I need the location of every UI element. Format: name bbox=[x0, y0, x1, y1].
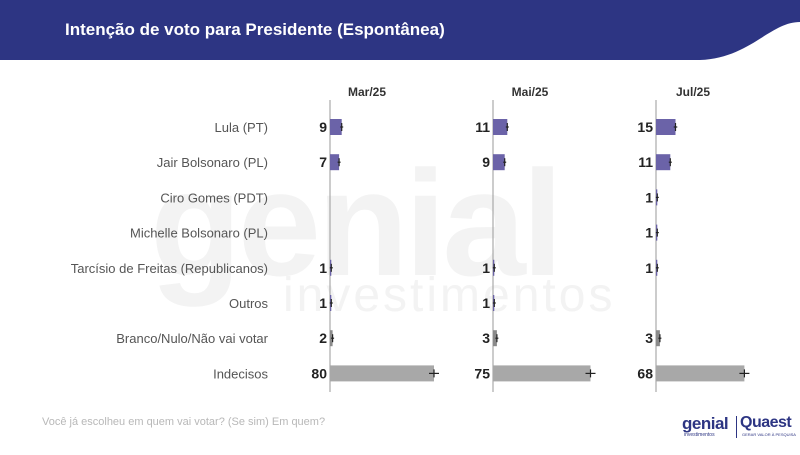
category-label-michelle-bolsonaro-pl: Michelle Bolsonaro (PL) bbox=[130, 226, 268, 241]
genial-logo: genial bbox=[682, 414, 729, 433]
category-label-tarcisio-de-freitas-republicanos: Tarcísio de Freitas (Republicanos) bbox=[71, 261, 268, 276]
logo-separator bbox=[736, 416, 737, 438]
value-label-mar-25-jair-bolsonaro-pl: 7 bbox=[319, 154, 327, 170]
value-label-mai-25-lula-pt: 11 bbox=[475, 119, 490, 135]
value-label-jul-25-tarcisio-de-freitas-republicanos: 1 bbox=[645, 260, 653, 276]
bar-mar-25-lula-pt bbox=[330, 119, 342, 135]
value-label-jul-25-branco-nulo-nao-vai-votar: 3 bbox=[645, 330, 653, 346]
value-label-mar-25-lula-pt: 9 bbox=[319, 119, 327, 135]
category-label-outros: Outros bbox=[229, 296, 269, 311]
value-label-mar-25-outros: 1 bbox=[319, 295, 327, 311]
value-label-mai-25-outros: 1 bbox=[482, 295, 490, 311]
header-banner bbox=[0, 0, 800, 60]
watermark-genial: genial bbox=[150, 139, 563, 307]
panel-header-mar-25: Mar/25 bbox=[348, 85, 386, 99]
quaest-logo-sub: GERAR VALOR À PESQUISA bbox=[742, 432, 796, 437]
bar-jul-25-lula-pt bbox=[656, 119, 676, 135]
bar-jul-25-branco-nulo-nao-vai-votar bbox=[656, 330, 660, 347]
panel-header-mai-25: Mai/25 bbox=[512, 85, 549, 99]
value-label-jul-25-michelle-bolsonaro-pl: 1 bbox=[645, 225, 653, 241]
category-label-indecisos: Indecisos bbox=[213, 366, 268, 381]
bar-jul-25-indecisos bbox=[656, 365, 745, 382]
bar-jul-25-jair-bolsonaro-pl bbox=[656, 154, 671, 171]
bar-mai-25-branco-nulo-nao-vai-votar bbox=[493, 330, 497, 347]
bar-mai-25-indecisos bbox=[493, 365, 591, 382]
category-label-ciro-gomes-pdt: Ciro Gomes (PDT) bbox=[160, 190, 268, 205]
panel-header-jul-25: Jul/25 bbox=[676, 85, 710, 99]
bar-mar-25-jair-bolsonaro-pl bbox=[330, 154, 340, 171]
value-label-jul-25-ciro-gomes-pdt: 1 bbox=[645, 189, 653, 205]
header-shape bbox=[0, 0, 800, 60]
value-label-jul-25-jair-bolsonaro-pl: 11 bbox=[638, 154, 653, 170]
bar-mar-25-indecisos bbox=[330, 365, 434, 382]
category-label-lula-pt: Lula (PT) bbox=[215, 120, 268, 135]
value-label-mar-25-indecisos: 80 bbox=[311, 365, 327, 381]
value-label-mai-25-indecisos: 75 bbox=[474, 365, 490, 381]
value-label-mai-25-branco-nulo-nao-vai-votar: 3 bbox=[482, 330, 490, 346]
value-label-mar-25-tarcisio-de-freitas-republicanos: 1 bbox=[319, 260, 327, 276]
value-label-jul-25-lula-pt: 15 bbox=[637, 119, 653, 135]
value-label-jul-25-indecisos: 68 bbox=[637, 365, 653, 381]
category-label-jair-bolsonaro-pl: Jair Bolsonaro (PL) bbox=[157, 155, 268, 170]
chart-title: Intenção de voto para Presidente (Espont… bbox=[65, 20, 445, 39]
category-label-branco-nulo-nao-vai-votar: Branco/Nulo/Não vai votar bbox=[116, 331, 268, 346]
value-label-mai-25-tarcisio-de-freitas-republicanos: 1 bbox=[482, 260, 490, 276]
value-label-mar-25-branco-nulo-nao-vai-votar: 2 bbox=[319, 330, 327, 346]
bar-mai-25-jair-bolsonaro-pl bbox=[493, 154, 505, 171]
bar-mai-25-lula-pt bbox=[493, 119, 508, 135]
value-label-mai-25-jair-bolsonaro-pl: 9 bbox=[482, 154, 490, 170]
genial-logo-sub: investimentos bbox=[684, 432, 715, 438]
quaest-logo: Quaest bbox=[740, 414, 792, 431]
watermark-investimentos: investimentos bbox=[283, 269, 616, 322]
survey-question: Você já escolheu em quem vai votar? (Se … bbox=[42, 416, 326, 428]
